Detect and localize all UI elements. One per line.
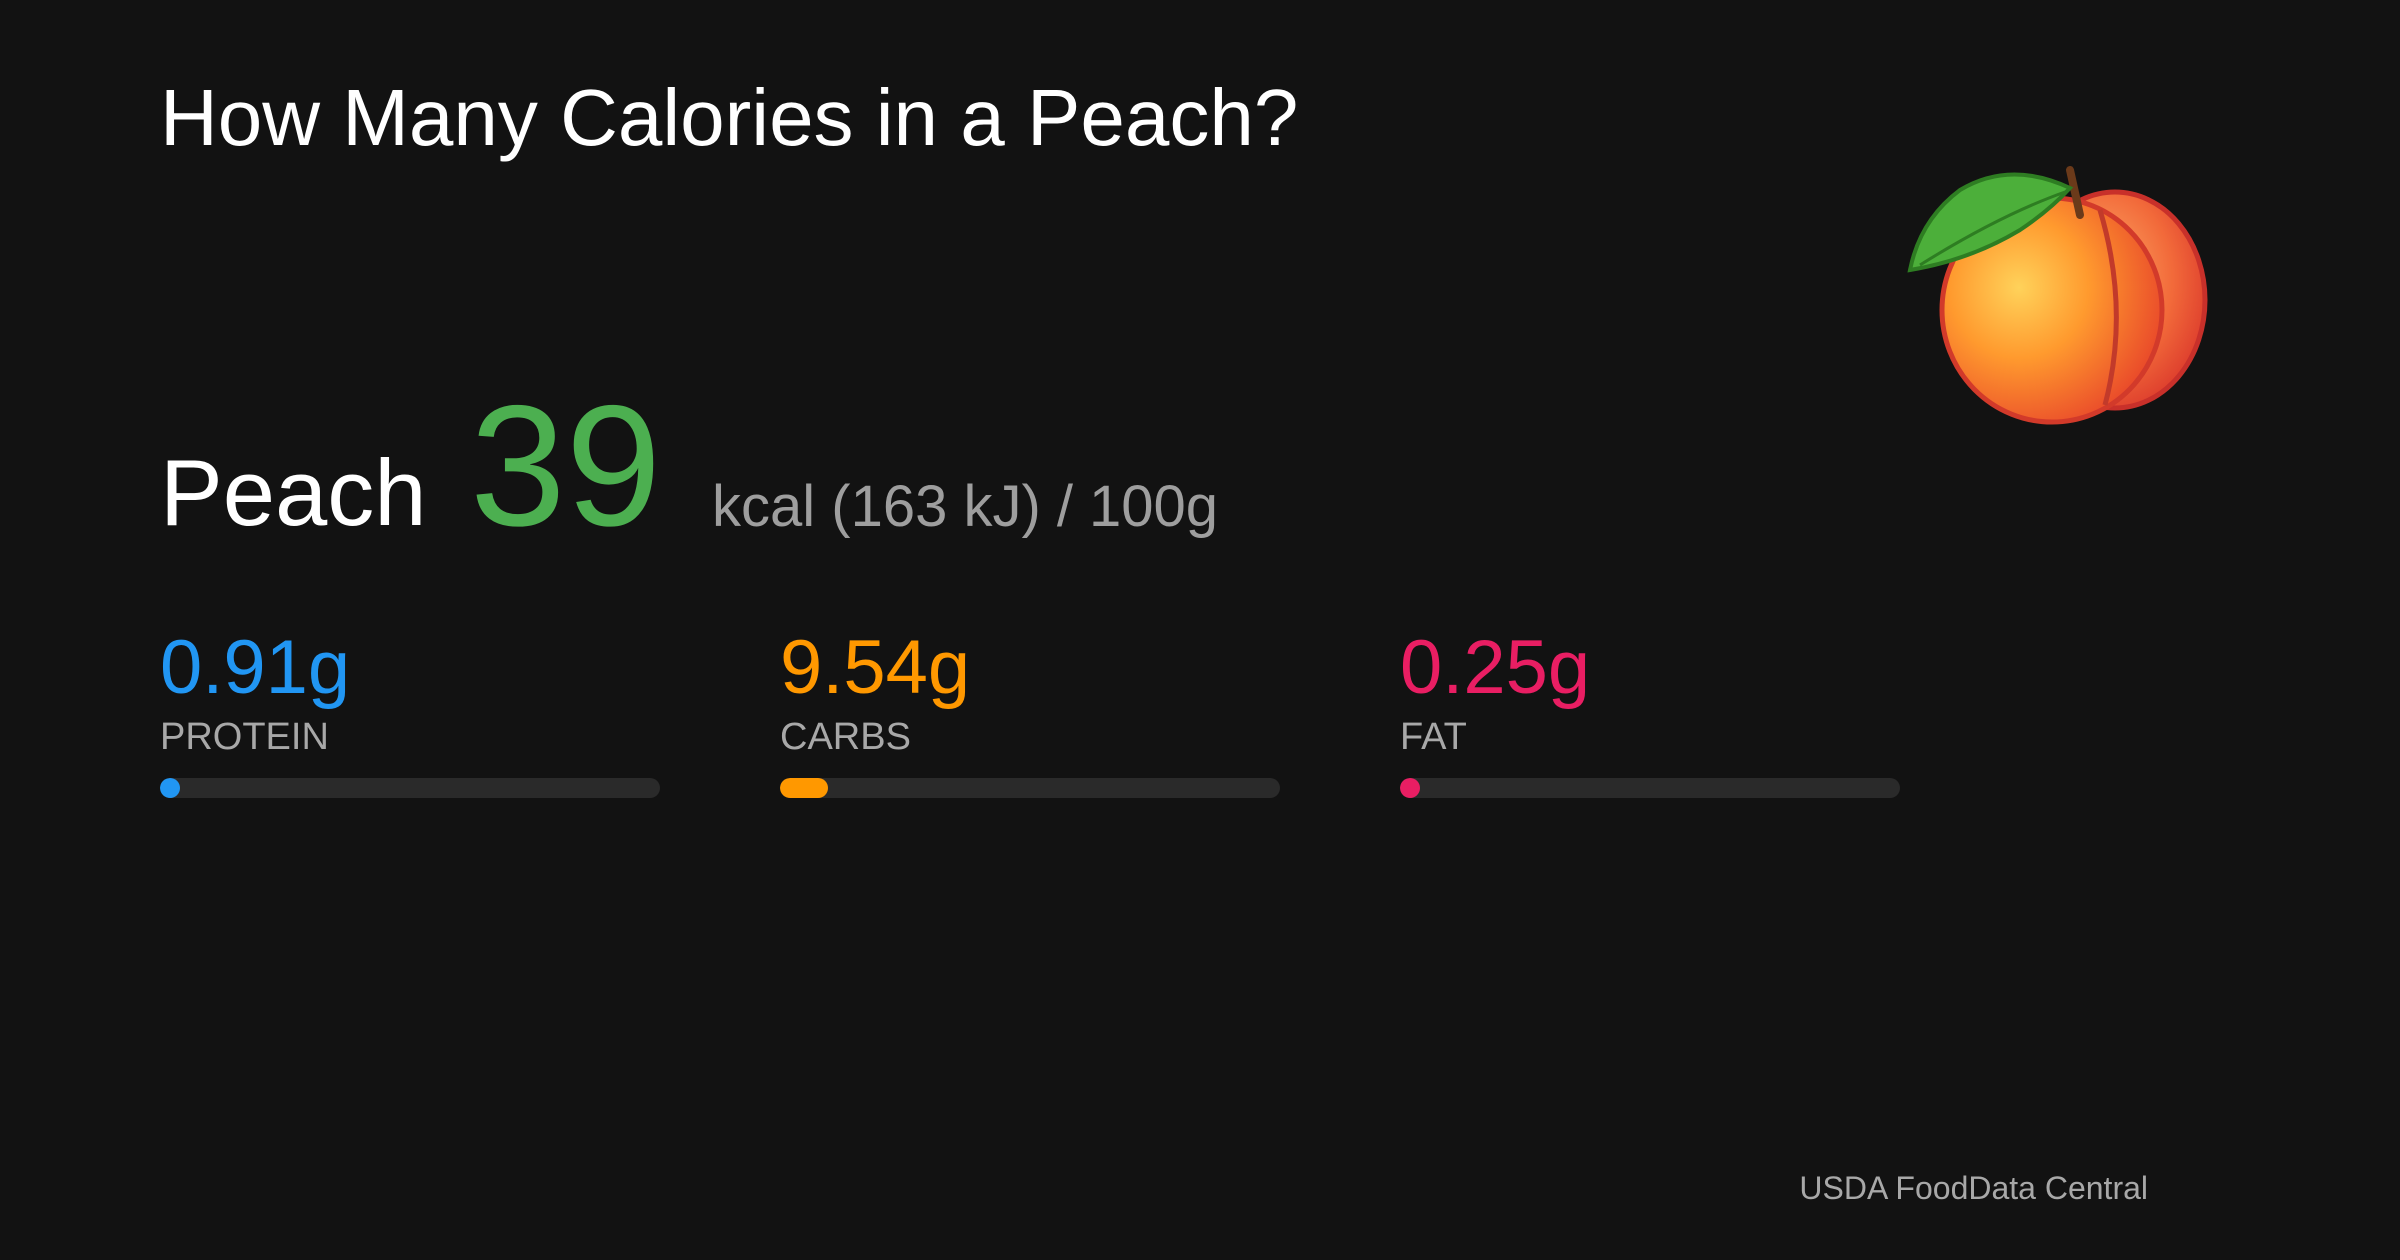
calories: 39 <box>470 370 662 562</box>
title: How Many Calories in a Peach? <box>160 73 1299 162</box>
macro-amount: 0.25g <box>1400 625 1591 710</box>
food-name: Peach <box>160 440 427 545</box>
macro-track <box>160 778 660 798</box>
macro-name: PROTEIN <box>160 716 329 758</box>
macro: 9.54g CARBS <box>780 630 1280 798</box>
source: USDA FoodData Central <box>1799 1170 2148 1206</box>
macro: 0.25g FAT <box>1400 630 1900 798</box>
macro-name: CARBS <box>780 716 911 758</box>
peach-illustration <box>1907 166 2208 425</box>
macro-amount: 0.91g <box>160 625 351 710</box>
energy-unit: kcal (163 kJ) /100g <box>712 478 1218 536</box>
energy-text: kcal (163 kJ) / <box>712 474 1073 539</box>
macro: 0.91g PROTEIN <box>160 630 660 798</box>
macro-bar <box>160 778 180 798</box>
macro-track <box>1400 778 1900 798</box>
macro-amount: 9.54g <box>780 625 971 710</box>
macro-track <box>780 778 1280 798</box>
serving: 100g <box>1089 474 1219 539</box>
macro-name: FAT <box>1400 716 1467 758</box>
macro-bar <box>780 778 828 798</box>
macro-bar <box>1400 778 1420 798</box>
